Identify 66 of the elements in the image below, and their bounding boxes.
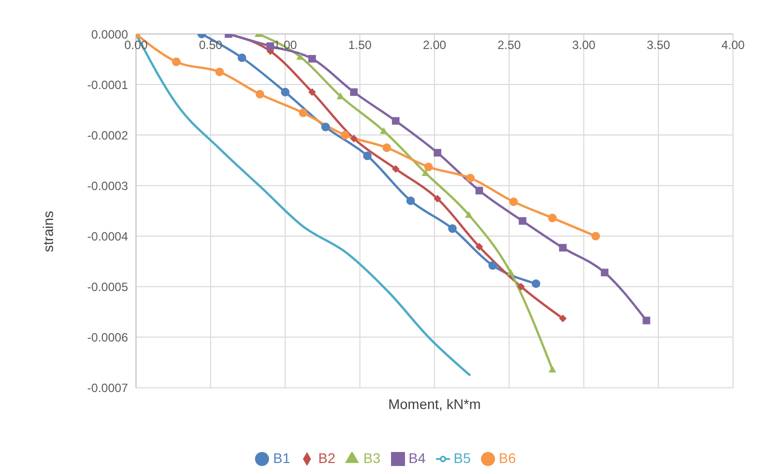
point: [298, 108, 308, 118]
point: [600, 268, 608, 276]
y-axis-title: strains: [40, 210, 56, 252]
point: [406, 196, 415, 206]
point: [172, 57, 181, 66]
point: [350, 134, 358, 142]
point: [517, 282, 525, 290]
y-tick-label: -0.0004: [87, 229, 128, 244]
x-tick-label: 2.50: [497, 38, 522, 52]
x-tick-label: 4.00: [721, 38, 745, 52]
point: [591, 232, 600, 240]
y-tick-label: -0.0007: [87, 380, 128, 395]
point: [350, 88, 358, 96]
y-tick-label: -0.0002: [87, 128, 128, 142]
y-tick-label: -0.0003: [87, 178, 128, 193]
legend-label: B2: [318, 450, 336, 466]
point: [548, 366, 556, 373]
point: [448, 224, 457, 233]
point: [422, 169, 430, 176]
x-tick-label: 0.50: [198, 38, 223, 52]
point: [475, 242, 484, 251]
point: [509, 197, 518, 206]
point: [548, 214, 557, 222]
point: [380, 127, 388, 134]
point: [559, 314, 567, 322]
y-tick-label: -0.0006: [87, 330, 128, 344]
point: [532, 279, 540, 288]
x-tick-label: 2.00: [422, 38, 446, 52]
point: [559, 244, 567, 252]
legend-label: B3: [363, 450, 380, 466]
point: [434, 148, 442, 157]
point: [280, 88, 290, 96]
y-tick-label: -0.0005: [87, 280, 128, 294]
point: [488, 261, 498, 270]
x-tick-label: 3.50: [646, 38, 670, 52]
point: [308, 88, 316, 96]
point: [215, 68, 224, 76]
point: [475, 186, 484, 194]
point: [296, 52, 304, 60]
point: [363, 151, 372, 160]
point: [308, 54, 316, 63]
x-tick-label: 1.50: [348, 38, 372, 52]
x-tick-label: 3.00: [572, 38, 596, 52]
point: [518, 217, 526, 225]
legend-label: B4: [408, 450, 426, 466]
point: [336, 92, 344, 100]
legend-label: B6: [498, 450, 516, 466]
point: [642, 316, 650, 324]
point: [340, 130, 350, 140]
point: [256, 90, 264, 98]
point: [465, 211, 473, 218]
point: [424, 162, 433, 172]
point: [392, 117, 400, 125]
legend-label: B1: [273, 450, 290, 466]
point: [321, 122, 330, 132]
x-axis-title: Moment, kN*m: [387, 396, 482, 412]
legend-label: B5: [454, 450, 471, 466]
point: [506, 268, 514, 276]
point: [266, 42, 274, 50]
y-tick-label: 0.0000: [91, 27, 128, 42]
point: [392, 165, 400, 173]
point: [238, 53, 246, 62]
point: [434, 194, 442, 203]
point: [466, 174, 475, 182]
y-tick-label: -0.0001: [87, 78, 128, 92]
point: [382, 143, 392, 152]
